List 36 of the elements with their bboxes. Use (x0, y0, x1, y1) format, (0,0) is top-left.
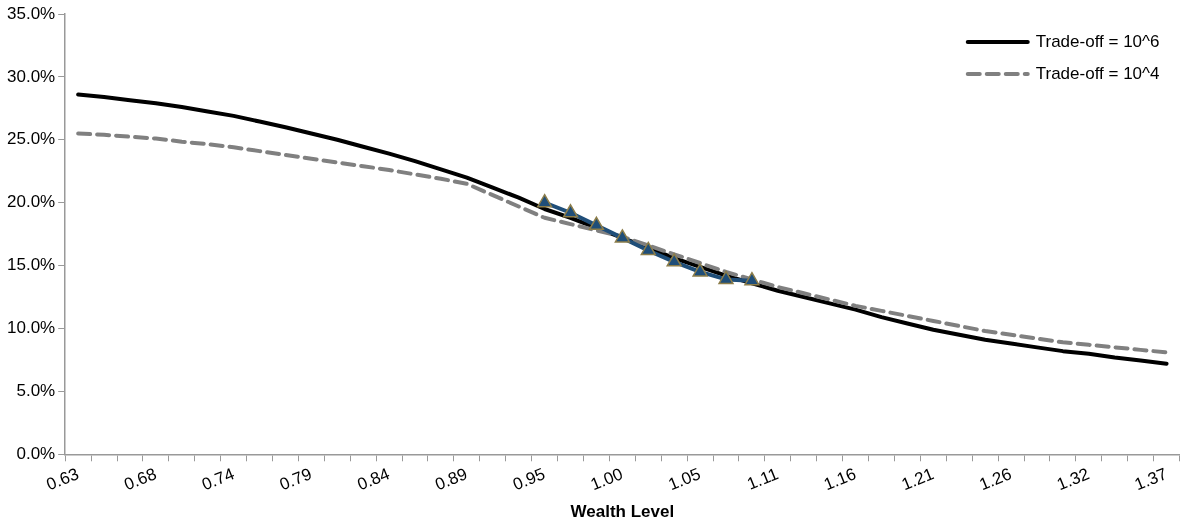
x-tick-label: 0.84 (354, 464, 393, 495)
x-tick-label: 0.68 (121, 464, 160, 495)
y-tick-label: 30.0% (7, 66, 56, 86)
x-tick-label: 0.79 (276, 464, 315, 495)
x-tick-label: 1.37 (1132, 464, 1170, 495)
y-tick-label: 15.0% (7, 255, 56, 275)
y-tick-label: 5.0% (16, 381, 56, 401)
y-tick-label: 0.0% (16, 443, 56, 463)
x-axis-title: Wealth Level (570, 502, 675, 522)
point (666, 253, 682, 267)
x-tick-label: 1.26 (976, 464, 1015, 495)
x-tick-label: 1.32 (1054, 464, 1093, 495)
point (562, 204, 579, 218)
x-tick-label: 0.63 (43, 464, 82, 495)
y-tick-label: 10.0% (7, 318, 56, 338)
point (692, 263, 708, 277)
y-tick-label: 20.0% (7, 192, 56, 212)
x-tick-label: 0.89 (432, 464, 471, 495)
x-tick-label: 0.95 (510, 464, 548, 495)
legend-label: Trade-off = 10^4 (1035, 63, 1160, 83)
point (614, 229, 631, 243)
point (536, 193, 553, 208)
legend-label: Trade-off = 10^6 (1035, 31, 1160, 51)
point (718, 270, 734, 285)
point (588, 216, 605, 231)
point (640, 241, 656, 256)
y-tick-label: 35.0% (7, 3, 56, 23)
line-series (76, 131, 1169, 355)
x-tick-label: 1.05 (665, 464, 704, 495)
x-tick-label: 1.00 (587, 464, 626, 495)
x-tick-label: 0.74 (199, 464, 237, 495)
x-tick-label: 1.16 (821, 464, 859, 495)
x-tick-label: 1.11 (744, 464, 782, 494)
x-tick-label: 1.21 (898, 464, 937, 495)
point (744, 271, 760, 286)
y-tick-label: 25.0% (7, 129, 56, 149)
